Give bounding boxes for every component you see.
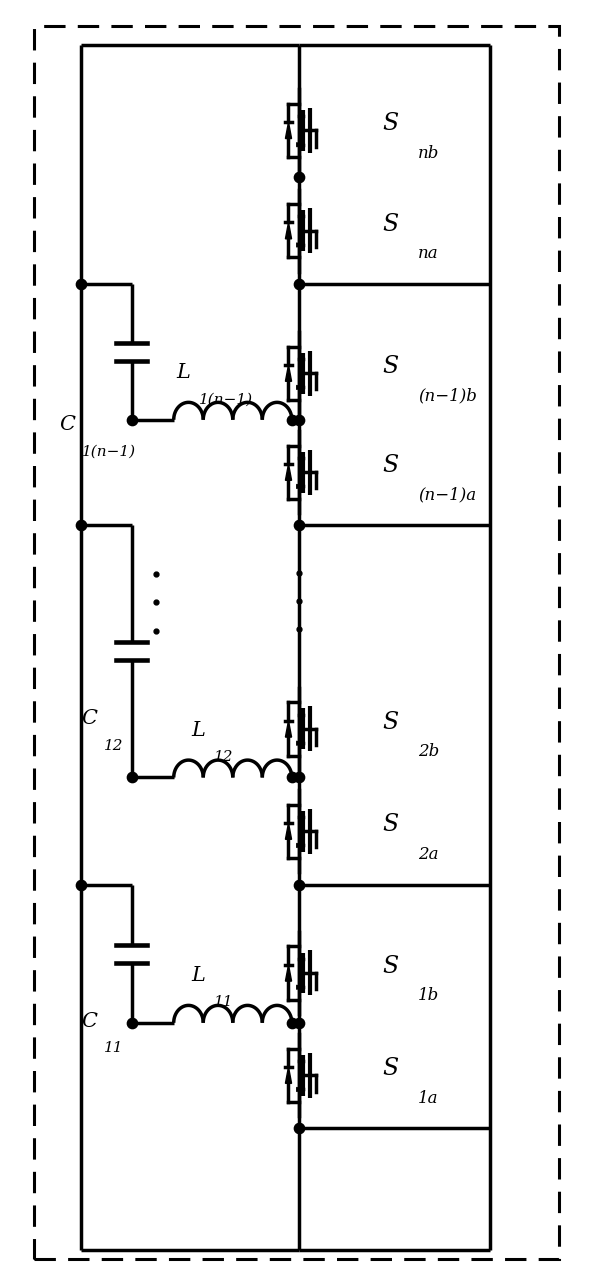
Text: (n−1)b: (n−1)b: [419, 388, 477, 404]
Text: C: C: [81, 710, 97, 728]
Point: [294, 1118, 304, 1138]
Point: [127, 1013, 137, 1033]
Text: S: S: [383, 1058, 399, 1081]
Point: [294, 166, 304, 187]
Text: L: L: [176, 363, 191, 382]
Text: S: S: [383, 955, 399, 978]
Point: [294, 514, 304, 535]
Text: 12: 12: [214, 749, 234, 764]
Text: nb: nb: [419, 145, 440, 162]
Text: L: L: [191, 966, 206, 985]
Polygon shape: [285, 464, 292, 481]
Text: na: na: [419, 246, 439, 262]
Text: 2a: 2a: [419, 845, 439, 862]
Text: 1b: 1b: [419, 987, 440, 1004]
Point: [77, 875, 86, 895]
Point: [287, 1013, 297, 1033]
Point: [294, 409, 304, 430]
Text: 1(n−1): 1(n−1): [82, 445, 136, 459]
Text: 1a: 1a: [419, 1090, 439, 1106]
Point: [294, 767, 304, 788]
Point: [77, 274, 86, 294]
Bar: [33, 27, 559, 1259]
Polygon shape: [285, 822, 292, 839]
Text: 12: 12: [104, 738, 123, 752]
Point: [77, 514, 86, 535]
Text: S: S: [383, 113, 399, 136]
Text: 11: 11: [214, 995, 234, 1009]
Text: 11: 11: [104, 1041, 123, 1055]
Text: L: L: [191, 720, 206, 739]
Polygon shape: [285, 223, 292, 239]
Text: S: S: [383, 356, 399, 379]
Text: S: S: [383, 212, 399, 235]
Text: (n−1)a: (n−1)a: [419, 486, 477, 504]
Text: S: S: [383, 711, 399, 734]
Polygon shape: [285, 964, 292, 981]
Point: [294, 1013, 304, 1033]
Point: [287, 409, 297, 430]
Point: [294, 875, 304, 895]
Point: [294, 274, 304, 294]
Text: C: C: [59, 416, 75, 435]
Text: C: C: [81, 1012, 97, 1031]
Polygon shape: [285, 365, 292, 381]
Text: 2b: 2b: [419, 743, 440, 761]
Point: [287, 767, 297, 788]
Polygon shape: [285, 123, 292, 138]
Text: S: S: [383, 454, 399, 477]
Text: S: S: [383, 813, 399, 836]
Point: [127, 767, 137, 788]
Text: 1(n−1): 1(n−1): [199, 393, 254, 407]
Point: [127, 409, 137, 430]
Polygon shape: [285, 721, 292, 737]
Polygon shape: [285, 1067, 292, 1083]
